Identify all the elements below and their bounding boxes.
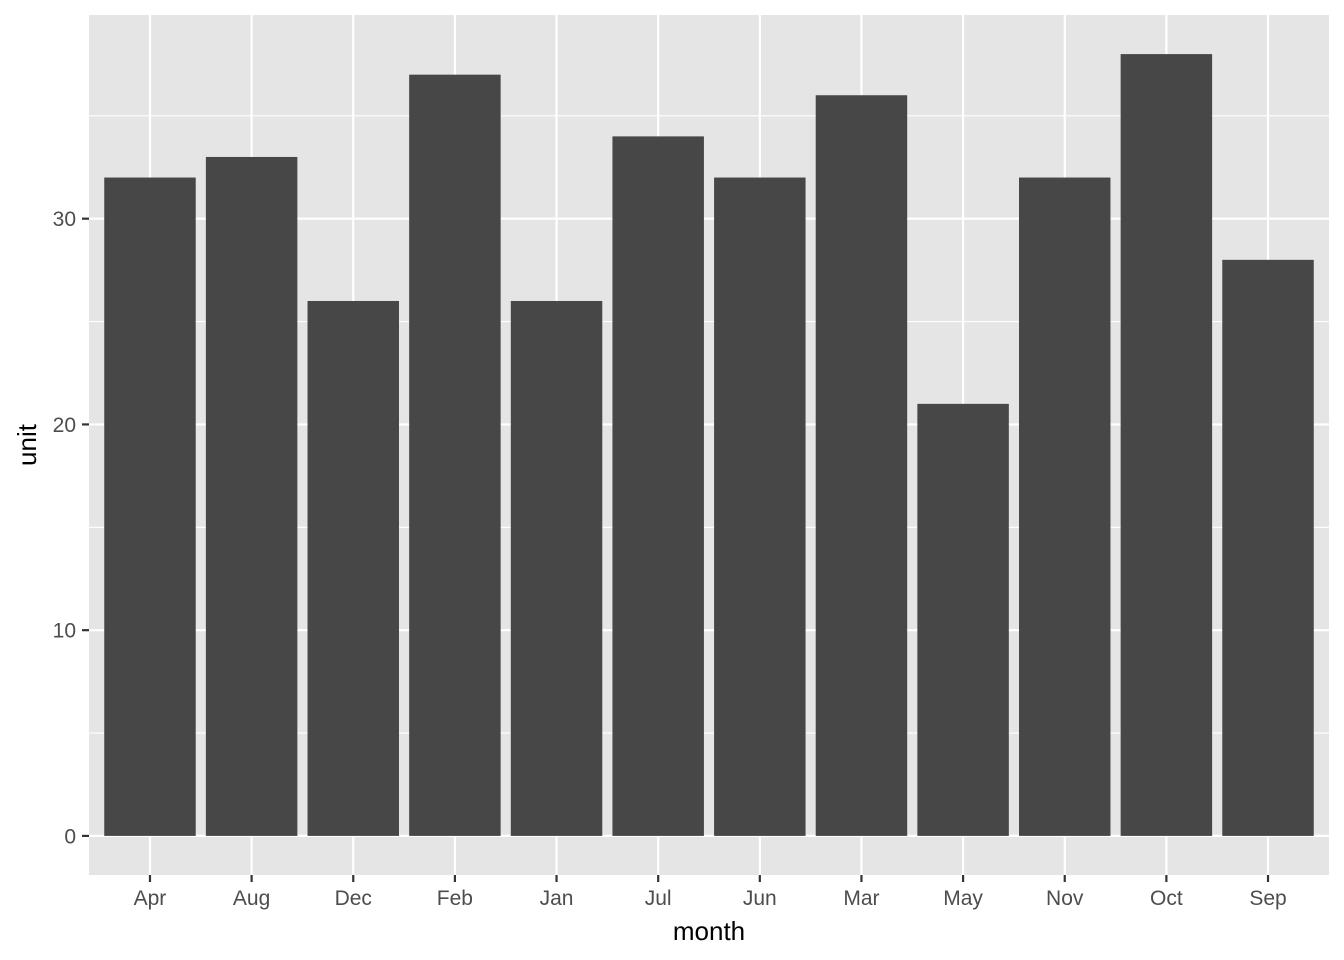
x-tick-label: Mar (843, 887, 879, 910)
x-tick-label: Jun (743, 887, 777, 910)
x-tick-label: Oct (1150, 887, 1183, 910)
bar-oct (1120, 54, 1213, 836)
bar-jul (612, 136, 704, 836)
x-tick-label: Apr (134, 887, 167, 910)
x-tick-label: Dec (335, 887, 372, 910)
bar-sep (1222, 259, 1314, 836)
bar-jun (714, 177, 806, 836)
bars (104, 54, 1314, 836)
x-tick-label: Aug (233, 887, 270, 910)
bar-jan (510, 300, 603, 836)
bar-mar (815, 95, 908, 836)
x-tick-label: Jan (540, 887, 574, 910)
y-tick-label: 10 (53, 620, 76, 643)
y-tick-label: 20 (53, 414, 76, 437)
bar-nov (1019, 177, 1111, 836)
y-tick-label: 30 (53, 208, 76, 231)
x-tick-label: Jul (645, 887, 672, 910)
bar-dec (307, 300, 399, 836)
x-axis: Apr Aug Dec Feb Jan Jul Jun Mar May Nov Oct Sep (134, 875, 1287, 910)
bar-aug (205, 156, 298, 836)
bar-feb (409, 74, 501, 836)
y-axis-title: unit (12, 423, 42, 466)
y-axis: 0 10 20 30 (53, 208, 89, 848)
x-tick-label: Sep (1249, 887, 1286, 910)
x-tick-label: May (943, 887, 983, 910)
x-axis-title: month (673, 916, 745, 946)
y-tick-label: 0 (64, 825, 76, 848)
bar-apr (104, 177, 196, 836)
bar-may (917, 403, 1009, 836)
x-tick-label: Feb (437, 887, 473, 910)
x-tick-label: Nov (1046, 887, 1084, 910)
